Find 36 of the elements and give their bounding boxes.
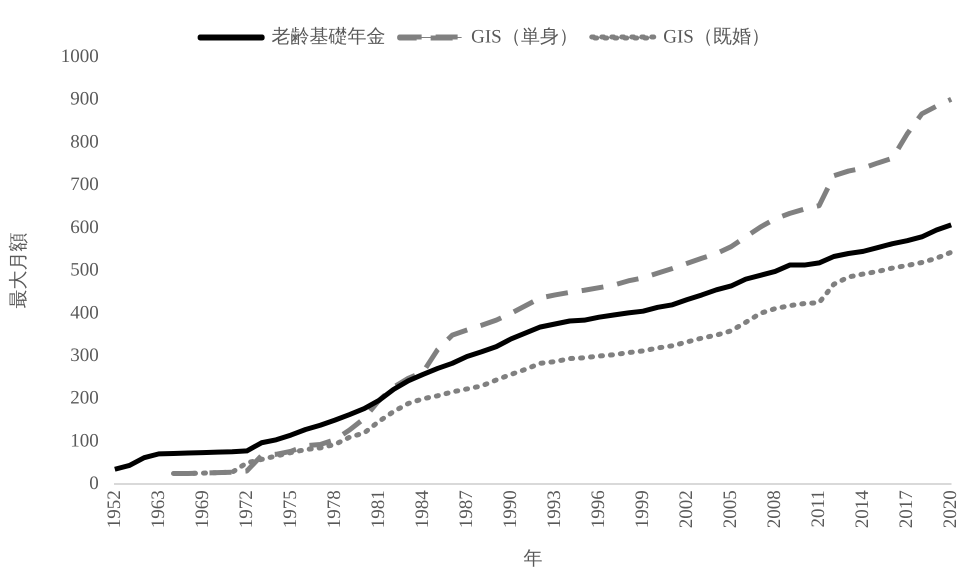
x-tick-label: 2011 <box>808 490 830 528</box>
y-tick-label: 500 <box>70 260 99 281</box>
legend-label: GIS（既婚） <box>663 26 770 48</box>
y-tick-label: 1000 <box>60 46 99 67</box>
x-tick-label: 1981 <box>368 490 389 528</box>
legend-label: 老齢基礎年金 <box>272 26 386 48</box>
x-tick-label: 1952 <box>104 490 125 528</box>
y-tick-label: 900 <box>70 88 99 110</box>
x-tick-label: 1996 <box>588 490 610 528</box>
y-tick-label: 0 <box>89 473 99 494</box>
x-tick-label: 2002 <box>676 490 698 528</box>
x-tick-label: 2014 <box>852 490 874 528</box>
y-tick-label: 800 <box>70 131 99 152</box>
x-tick-label: 1969 <box>192 490 213 528</box>
x-tick-label: 1999 <box>632 490 654 528</box>
x-tick-label: 2005 <box>720 490 742 528</box>
x-tick-label: 1993 <box>544 490 565 528</box>
legend-label: GIS（単身） <box>471 26 578 48</box>
y-axis-title: 最大月額 <box>8 232 30 309</box>
x-tick-label: 2017 <box>896 490 918 528</box>
x-tick-label: 2008 <box>764 490 786 528</box>
x-axis-title: 年 <box>524 548 542 570</box>
y-tick-label: 400 <box>70 302 99 324</box>
y-tick-label: 300 <box>70 345 99 366</box>
y-tick-label: 700 <box>70 174 99 196</box>
x-tick-label: 1963 <box>148 490 169 528</box>
x-tick-label: 1972 <box>236 490 257 528</box>
x-tick-label: 1990 <box>500 490 521 528</box>
y-tick-label: 100 <box>70 430 99 452</box>
y-tick-label: 200 <box>70 388 99 409</box>
x-tick-label: 1975 <box>280 490 301 528</box>
x-tick-label: 1987 <box>456 490 477 528</box>
x-tick-label: 1978 <box>324 490 345 528</box>
x-tick-label: 2020 <box>940 490 962 528</box>
x-tick-label: 1984 <box>412 490 433 528</box>
y-tick-label: 600 <box>70 216 99 238</box>
